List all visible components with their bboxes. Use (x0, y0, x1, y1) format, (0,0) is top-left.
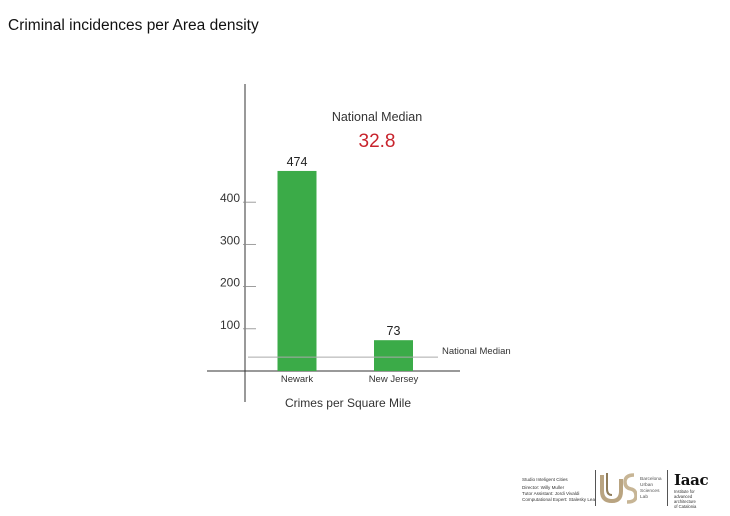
x-category-label: Newark (281, 374, 313, 385)
bars: 474 Newark 73 New Jersey (277, 155, 419, 385)
urban-sciences-lab-logo-icon (600, 473, 637, 504)
credit-line: Computational Expert: Stalesky Leal (522, 497, 597, 502)
iaac-logo: Iaac (674, 471, 709, 489)
credit-line: Director: Willy Muller (522, 485, 565, 490)
bar-chart: 100 200 300 400 474 Newark 73 New Jersey Natio… (207, 84, 511, 410)
national-median-value: 32.8 (359, 131, 396, 152)
y-ticks: 100 200 300 400 (220, 191, 256, 332)
bar-new-jersey (374, 340, 413, 371)
lab-name-line: Barcelona (640, 477, 662, 482)
footer-divider (667, 470, 668, 506)
studio-title: Studio Inteligent Cities (522, 477, 568, 482)
iaac-name-line: advanced (674, 494, 693, 499)
bar-value-label: 474 (287, 155, 308, 169)
y-tick-label: 400 (220, 191, 240, 205)
footer-divider (595, 470, 596, 506)
iaac-name-line: architecture (674, 499, 696, 504)
lab-name-line: Lab (640, 495, 649, 500)
x-axis-title: Crimes per Square Mile (285, 396, 411, 410)
iaac-name: Institute for advanced architecture of C… (674, 489, 696, 509)
iaac-name-line: Institute for (674, 489, 695, 494)
studio-credits: Studio Inteligent Cities Director: Willy… (522, 477, 596, 503)
y-tick-label: 100 (220, 318, 240, 332)
x-category-label: New Jersey (369, 374, 419, 385)
page-title: Criminal incidences per Area density (8, 17, 259, 34)
y-tick-label: 200 (220, 276, 240, 290)
national-median-title: National Median (332, 110, 422, 124)
bar-newark (277, 170, 317, 371)
national-median-line-label: National Median (442, 346, 511, 357)
lab-name-line: Sciences (640, 489, 660, 494)
lab-name: Barcelona Urban Sciences Lab (640, 477, 662, 501)
bar-value-label: 73 (387, 324, 401, 338)
iaac-name-line: of Catalonia (674, 504, 697, 509)
y-tick-label: 300 (220, 233, 240, 247)
lab-name-line: Urban (640, 483, 654, 488)
credit-line: Tutor Assistant: Jordi Vivaldi (522, 491, 580, 496)
